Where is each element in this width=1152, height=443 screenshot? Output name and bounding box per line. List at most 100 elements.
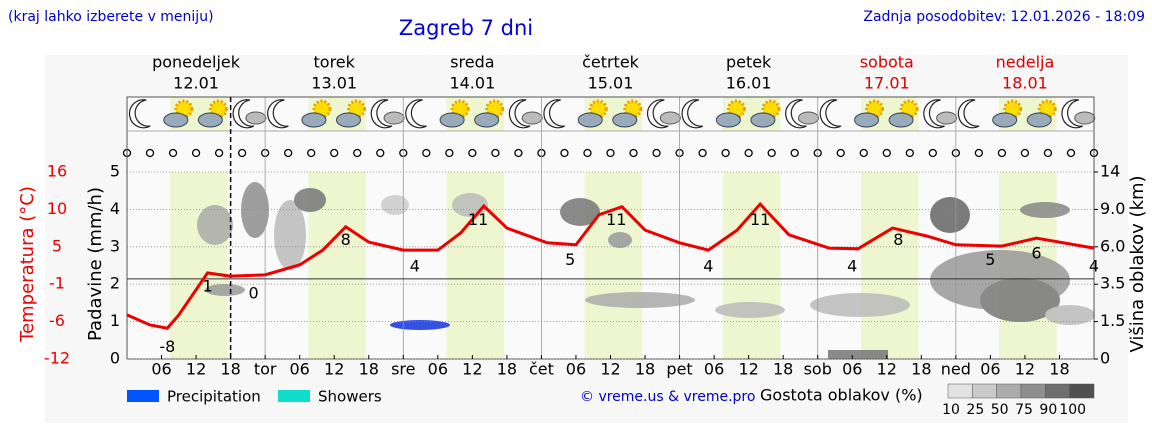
cloud-icon xyxy=(715,112,741,128)
moon-icon xyxy=(957,99,980,129)
temp-label: 4 xyxy=(1089,257,1099,276)
temp-label: 5 xyxy=(985,250,995,269)
day-date: 15.01 xyxy=(588,74,634,93)
y2-tick-label: 6.0 xyxy=(1100,236,1125,255)
cloud-icon xyxy=(474,112,500,128)
temp-label: 11 xyxy=(468,210,488,229)
temp-label: 4 xyxy=(847,257,857,276)
legend-swatch xyxy=(127,390,159,402)
wind-calm xyxy=(491,148,500,158)
temp-label: 11 xyxy=(606,210,626,229)
cloud-level: 90 xyxy=(1039,402,1057,418)
temp-tick-label: 10 xyxy=(47,199,67,218)
cloud-icon xyxy=(797,111,819,125)
day-name: četrtek xyxy=(582,53,640,72)
wind-calm xyxy=(376,148,385,158)
cloud-icon xyxy=(245,111,267,125)
y-axis-title: Padavine (mm/h) xyxy=(85,187,106,341)
wind-calm xyxy=(767,148,776,158)
moon-icon xyxy=(785,99,807,129)
moon-icon xyxy=(681,99,704,129)
wind-calm xyxy=(928,148,937,158)
y2-tick-label: 14 xyxy=(1100,162,1120,181)
wind-calm xyxy=(606,148,615,158)
updated: Zadnja posodobitev: 12.01.2026 - 18:09 xyxy=(863,9,1145,25)
day-name: torek xyxy=(314,53,356,72)
note: (kraj lahko izberete v meniju) xyxy=(8,9,214,25)
wind-calm xyxy=(330,148,339,158)
y2-tick-label: 3.5 xyxy=(1100,274,1125,293)
day-name: ponedeljek xyxy=(152,53,241,72)
credit: © vreme.us & vreme.pro xyxy=(580,389,755,405)
temp-label: 6 xyxy=(1031,243,1041,262)
cloud-icon xyxy=(1074,111,1096,125)
wind-calm xyxy=(1043,148,1053,158)
cloud-icon xyxy=(888,112,914,128)
wind-calm xyxy=(445,148,454,158)
moon-icon xyxy=(232,99,255,129)
chart-title: Zagreb 7 dni xyxy=(399,16,533,40)
wind-calm xyxy=(1020,148,1030,158)
legend-label: Showers xyxy=(318,388,382,406)
cloud-icon xyxy=(854,112,880,128)
temp-tick-label: -6 xyxy=(49,311,65,330)
daylight-band xyxy=(722,172,781,359)
temperature-line xyxy=(126,201,1095,330)
x-tick-label: sob xyxy=(804,360,832,379)
temp-tick-label: 5 xyxy=(52,236,62,255)
x-tick-label: 18 xyxy=(773,360,793,379)
x-tick-label: 18 xyxy=(635,360,655,379)
wind-calm xyxy=(214,148,224,158)
moon-icon xyxy=(267,99,289,129)
wind-calm xyxy=(191,148,201,158)
legend-swatch xyxy=(278,390,310,402)
temp-label: 8 xyxy=(893,230,903,249)
x-tick-label: 06 xyxy=(842,360,862,379)
day-name: petek xyxy=(726,53,772,72)
wind-calm xyxy=(307,148,316,158)
wind-calm xyxy=(284,148,293,158)
wind-calm xyxy=(1066,148,1076,158)
x-tick-label: 18 xyxy=(359,360,379,379)
y-tick-label: 3 xyxy=(110,236,120,255)
day-date: 17.01 xyxy=(864,74,910,93)
moon-icon xyxy=(370,99,393,129)
day-date: 13.01 xyxy=(311,74,357,93)
x-tick-label: 06 xyxy=(151,360,171,379)
temp-label: 4 xyxy=(703,257,713,276)
temp-label: 4 xyxy=(410,257,420,276)
wind-calm xyxy=(422,148,431,158)
x-tick-label: 06 xyxy=(566,360,586,379)
wind-calm xyxy=(514,148,523,158)
cloud-legend-title: Gostota oblakov (%) xyxy=(760,386,923,405)
cloud-swatch xyxy=(996,383,1022,399)
temp-label: 5 xyxy=(565,250,575,269)
cloud-icon xyxy=(577,112,603,128)
cloud-icon xyxy=(659,111,681,125)
wind-calm xyxy=(652,148,661,158)
day-date: 12.01 xyxy=(173,74,219,93)
wind-calm xyxy=(744,148,753,158)
moon-icon xyxy=(543,99,565,129)
y2-tick-label: 1.5 xyxy=(1100,311,1125,330)
day-name: sreda xyxy=(450,53,494,72)
wind-calm xyxy=(721,148,730,158)
temp-tick-label: -12 xyxy=(44,349,70,368)
wind-calm xyxy=(145,148,155,158)
day-name: sobota xyxy=(860,53,914,72)
wind-calm xyxy=(237,148,247,158)
y-tick-label: 1 xyxy=(110,311,120,330)
x-tick-label: 12 xyxy=(738,360,758,379)
y2-tick-label: 0 xyxy=(1100,349,1110,368)
wind-calm xyxy=(882,148,891,158)
cloud-icon xyxy=(197,112,223,128)
wind-calm xyxy=(698,148,707,158)
cloud-icon xyxy=(163,112,189,128)
temp-label: 0 xyxy=(249,283,259,302)
moon-icon xyxy=(646,99,669,129)
y2-tick-label: 9.0 xyxy=(1100,199,1125,218)
x-tick-label: 12 xyxy=(462,360,482,379)
cloud-level: 100 xyxy=(1059,402,1086,418)
x-tick-label: 12 xyxy=(1015,360,1035,379)
